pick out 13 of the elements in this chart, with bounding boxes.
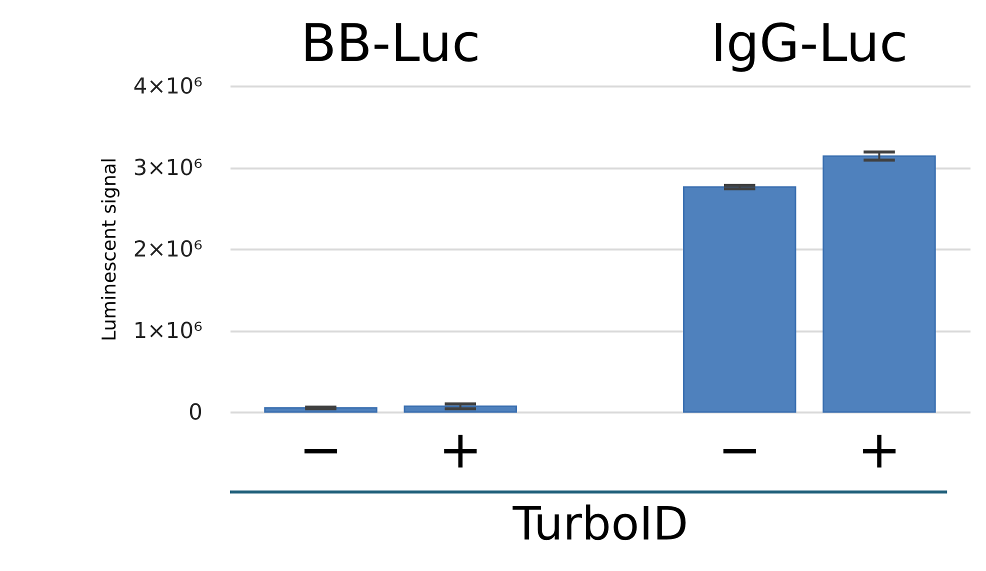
x-tick-label: + [438,420,482,480]
x-tick-label: + [857,420,902,480]
y-tick-label: 3×10⁶ [133,156,203,181]
y-tick-label: 1×10⁶ [133,319,203,344]
y-tick-label: 2×10⁶ [133,238,203,262]
x-axis-title: TurboID [512,496,688,550]
y-tick-label: 0 [188,400,202,426]
y-tick-label: 4×10⁶ [133,74,203,100]
y-axis-title: Luminescent signal [98,158,120,342]
x-tick-label: − [718,420,762,480]
x-tick-label: − [298,420,343,480]
text: BB-Luc [300,14,480,74]
text: IgG-Luc [710,14,908,74]
